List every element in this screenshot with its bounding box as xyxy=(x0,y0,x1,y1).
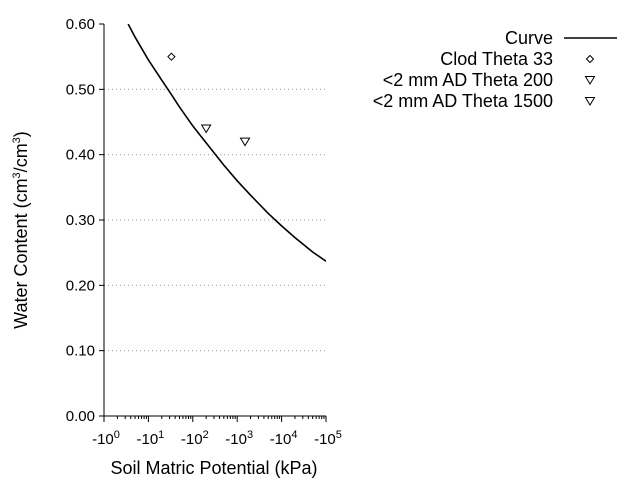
x-tick-label: -105 xyxy=(314,429,342,448)
plot-area xyxy=(127,24,326,262)
y-axis-title-exp2: 3 xyxy=(11,137,23,143)
x-tick-label-base: -10 xyxy=(314,431,336,448)
y-tick-label: 0.60 xyxy=(66,16,95,33)
x-tick-label-exponent: 5 xyxy=(336,429,342,441)
x-tick-label: -102 xyxy=(181,429,209,448)
y-axis-title-middle: /cm xyxy=(11,143,31,172)
x-tick-label: -104 xyxy=(270,429,298,448)
data-point xyxy=(200,124,212,134)
y-tick-label: 0.50 xyxy=(66,81,95,98)
x-tick-label-exponent: 0 xyxy=(114,429,120,441)
legend-marker-swatch xyxy=(584,97,596,106)
x-tick-label: -100 xyxy=(92,429,120,448)
data-point xyxy=(239,137,251,147)
curve-line xyxy=(127,24,326,262)
data-point xyxy=(167,52,176,61)
legend-marker-swatch xyxy=(585,54,595,64)
legend-label: Curve xyxy=(505,28,553,48)
x-tick-label-exponent: 2 xyxy=(203,429,209,441)
y-tick-label: 0.30 xyxy=(66,212,95,229)
x-tick-label-exponent: 3 xyxy=(247,429,253,441)
tick-labels: 0.000.100.200.300.400.500.60-100 -101 -102… xyxy=(66,16,342,448)
x-tick-label: -101 xyxy=(136,429,164,448)
grid xyxy=(104,88,326,352)
y-tick-label: 0.20 xyxy=(66,277,95,294)
y-axis-title-suffix: ) xyxy=(11,131,31,137)
x-tick-label-base: -10 xyxy=(181,431,203,448)
y-axis-title: Water Content (cm3/cm3) xyxy=(11,131,31,329)
x-axis-title: Soil Matric Potential (kPa) xyxy=(110,458,317,478)
y-tick-label: 0.00 xyxy=(66,408,95,425)
legend-label: <2 mm AD Theta 1500 xyxy=(373,91,553,111)
legend-label: <2 mm AD Theta 200 xyxy=(383,70,553,90)
legend-label: Clod Theta 33 xyxy=(440,49,553,69)
legend-marker-swatch xyxy=(584,76,596,85)
x-tick-label-base: -10 xyxy=(225,431,247,448)
x-tick-label-base: -10 xyxy=(270,431,292,448)
x-tick-label-base: -10 xyxy=(136,431,158,448)
x-tick-label: -103 xyxy=(225,429,253,448)
x-tick-label-base: -10 xyxy=(92,431,114,448)
axes xyxy=(99,23,327,422)
x-tick-label-exponent: 1 xyxy=(158,429,164,441)
y-tick-label: 0.10 xyxy=(66,343,95,360)
y-axis-title-exp1: 3 xyxy=(11,172,23,178)
y-axis-title-prefix: Water Content (cm xyxy=(11,178,31,328)
x-tick-label-exponent: 4 xyxy=(291,429,297,441)
y-tick-label: 0.40 xyxy=(66,147,95,164)
